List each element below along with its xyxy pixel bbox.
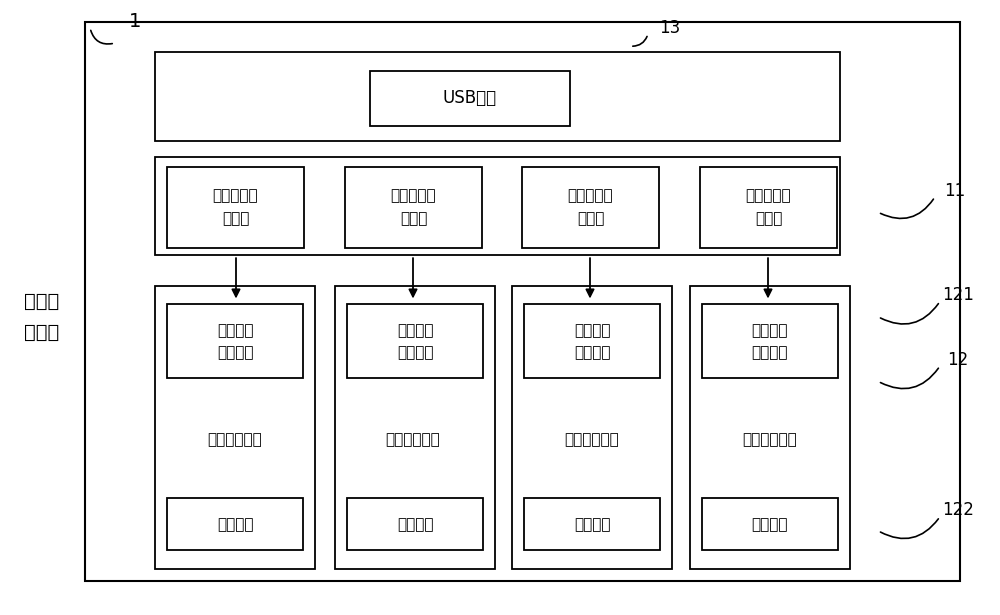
Bar — [155, 157, 840, 255]
Bar — [167, 498, 303, 550]
Text: 第一数据连
接接口: 第一数据连 接接口 — [746, 189, 791, 226]
Text: 122: 122 — [942, 501, 974, 520]
Text: 第二数据
连接接口: 第二数据 连接接口 — [752, 323, 788, 360]
Bar — [85, 22, 960, 581]
Text: 第一接口: 第一接口 — [752, 517, 788, 532]
Text: 121: 121 — [942, 286, 974, 304]
Bar — [347, 304, 483, 378]
Text: 数据转换模块: 数据转换模块 — [386, 432, 440, 447]
Text: 12: 12 — [947, 351, 969, 369]
Text: 第一接口: 第一接口 — [574, 517, 610, 532]
Text: 集装置: 集装置 — [24, 323, 60, 341]
Text: USB接口: USB接口 — [443, 89, 497, 108]
Text: 第二数据
连接接口: 第二数据 连接接口 — [574, 323, 610, 360]
Bar — [690, 286, 850, 569]
Text: 第二数据
连接接口: 第二数据 连接接口 — [217, 323, 253, 360]
Text: 第一接口: 第一接口 — [217, 517, 253, 532]
Bar — [370, 71, 570, 126]
Text: 第一接口: 第一接口 — [397, 517, 433, 532]
Text: 11: 11 — [944, 181, 966, 200]
Bar — [167, 167, 304, 248]
Bar — [524, 304, 660, 378]
Bar — [512, 286, 672, 569]
Text: 第一数据连
接接口: 第一数据连 接接口 — [391, 189, 436, 226]
Bar — [524, 498, 660, 550]
Text: 第二数据
连接接口: 第二数据 连接接口 — [397, 323, 433, 360]
Bar — [155, 52, 840, 141]
Bar — [700, 167, 837, 248]
Text: 数据采: 数据采 — [24, 292, 60, 311]
Text: 13: 13 — [659, 18, 681, 37]
Text: 数据转换模块: 数据转换模块 — [565, 432, 619, 447]
Bar — [335, 286, 495, 569]
Bar — [702, 498, 838, 550]
Bar — [167, 304, 303, 378]
Text: 第一数据连
接接口: 第一数据连 接接口 — [568, 189, 613, 226]
Bar — [347, 498, 483, 550]
Bar — [522, 167, 659, 248]
Text: 数据转换模块: 数据转换模块 — [743, 432, 797, 447]
Text: 第一数据连
接接口: 第一数据连 接接口 — [213, 189, 258, 226]
Text: 数据转换模块: 数据转换模块 — [208, 432, 262, 447]
Text: 1: 1 — [129, 12, 141, 31]
Bar — [155, 286, 315, 569]
Bar — [345, 167, 482, 248]
Bar — [702, 304, 838, 378]
